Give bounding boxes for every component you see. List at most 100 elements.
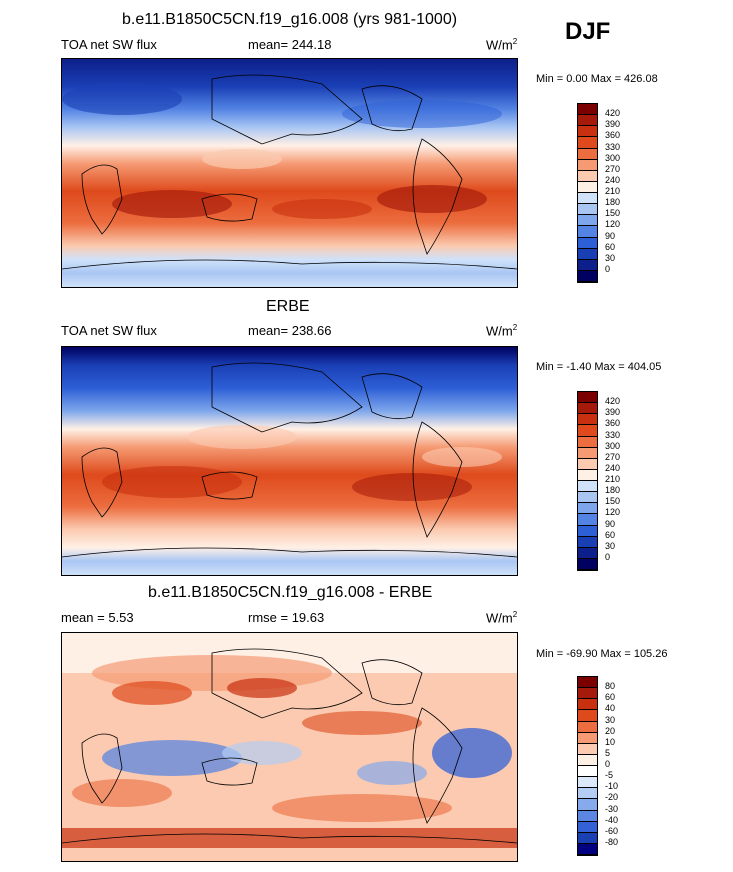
- panel-1-coastlines: [62, 74, 517, 270]
- colorbar-label: 30: [605, 540, 616, 551]
- colorbar-swatch: [578, 403, 597, 415]
- colorbar-swatch: [578, 525, 597, 537]
- panel-2-units: W/m2: [486, 323, 518, 339]
- panel-1-map-image: [62, 59, 517, 287]
- colorbar-swatch: [578, 843, 597, 855]
- colorbar-swatch: [578, 766, 597, 778]
- colorbar-swatch: [578, 237, 597, 249]
- colorbar-label: 420: [605, 108, 621, 119]
- panel-1-mean: mean= 244.18: [248, 37, 332, 52]
- panel-2-mean: mean= 238.66: [248, 323, 332, 338]
- colorbar-label: 210: [605, 186, 621, 196]
- colorbar-label: 180: [605, 485, 621, 496]
- colorbar-swatch: [578, 215, 597, 227]
- colorbar-label: 0: [605, 263, 611, 274]
- colorbar-label: 120: [605, 507, 621, 518]
- colorbar-label: 270: [605, 163, 621, 174]
- panel-2-title: ERBE: [266, 298, 310, 315]
- colorbar-label: 360: [605, 418, 621, 429]
- colorbar-label: -60: [605, 825, 619, 836]
- colorbar-swatch: [578, 170, 597, 182]
- colorbar-swatch: [578, 810, 597, 822]
- panel-3-title: b.e11.B1850C5CN.f19_g16.008 - ERBE: [148, 584, 433, 601]
- colorbar-label: 5: [605, 747, 611, 758]
- panel-1-colorbar-labels: 420 390 360 330 300 270 240 210 180 150 120 90 60 30 0: [605, 103, 635, 281]
- colorbar-label: 90: [605, 518, 616, 529]
- colorbar-label: 30: [605, 252, 616, 263]
- colorbar-swatch: [578, 193, 597, 205]
- colorbar-swatch: [578, 469, 597, 481]
- colorbar-swatch: [578, 732, 597, 744]
- panel-3-colorbar: [577, 676, 598, 856]
- panel-2-colorbar: [577, 391, 598, 571]
- colorbar-swatch: [578, 226, 597, 238]
- panel-2-map: [61, 346, 518, 576]
- colorbar-swatch: [578, 447, 597, 459]
- panel-3-colorbar-labels: 80 60 40 30 20 10 5 0 -5 -10 -20 -30 -40 -60 -80: [605, 676, 635, 854]
- colorbar-swatch: [578, 503, 597, 515]
- colorbar-swatch: [578, 688, 597, 700]
- colorbar-label: -5: [605, 770, 614, 781]
- colorbar-swatch: [578, 436, 597, 448]
- panel-3-units: W/m2: [486, 610, 518, 626]
- colorbar-label: 0: [605, 551, 611, 562]
- panel-3-map-image: [62, 633, 517, 861]
- colorbar-label: 40: [605, 703, 616, 714]
- panel-2-colorbar-labels: 420 390 360 330 300 270 240 210 180 150 120 90 60 30 0: [605, 391, 635, 569]
- colorbar-swatch: [578, 536, 597, 548]
- colorbar-label: 60: [605, 692, 616, 703]
- colorbar-swatch: [578, 458, 597, 470]
- colorbar-label: 90: [605, 230, 616, 241]
- colorbar-label: 210: [605, 474, 621, 484]
- colorbar-label: 10: [605, 736, 616, 747]
- panel-3-map: [61, 632, 518, 862]
- colorbar-swatch: [578, 547, 597, 559]
- colorbar-label: 390: [605, 119, 621, 130]
- panel-2-minmax: Min = -1.40 Max = 404.05: [536, 361, 662, 373]
- colorbar-swatch: [578, 832, 597, 844]
- colorbar-swatch: [578, 259, 597, 271]
- colorbar-label: -20: [605, 792, 619, 803]
- colorbar-swatch: [578, 788, 597, 800]
- colorbar-label: 150: [605, 496, 621, 507]
- colorbar-label: 300: [605, 440, 621, 451]
- colorbar-label: 300: [605, 152, 621, 163]
- colorbar-swatch: [578, 558, 597, 570]
- panel-2-variable: TOA net SW flux: [61, 323, 157, 338]
- colorbar-label: 180: [605, 197, 621, 208]
- colorbar-swatch: [578, 799, 597, 811]
- colorbar-label: 150: [605, 208, 621, 219]
- colorbar-label: -80: [605, 836, 619, 847]
- colorbar-swatch: [578, 821, 597, 833]
- colorbar-label: 330: [605, 429, 621, 440]
- colorbar-swatch: [578, 699, 597, 711]
- colorbar-label: -30: [605, 803, 619, 814]
- colorbar-swatch: [578, 181, 597, 193]
- panel-3-rmse: rmse = 19.63: [248, 610, 325, 625]
- colorbar-swatch: [578, 710, 597, 722]
- colorbar-label: 330: [605, 141, 621, 152]
- colorbar-swatch: [578, 754, 597, 766]
- colorbar-label: -10: [605, 781, 619, 792]
- colorbar-label: 360: [605, 130, 621, 141]
- panel-3-mean: mean = 5.53: [61, 610, 134, 625]
- colorbar-label: 60: [605, 529, 616, 540]
- colorbar-label: 30: [605, 714, 616, 725]
- colorbar-label: -40: [605, 814, 619, 825]
- colorbar-swatch: [578, 743, 597, 755]
- colorbar-label: 420: [605, 396, 621, 407]
- panel-2-map-image: [62, 347, 517, 575]
- panel-1-units: W/m2: [486, 37, 518, 53]
- colorbar-swatch: [578, 392, 597, 404]
- colorbar-swatch: [578, 148, 597, 160]
- colorbar-label: 240: [605, 462, 621, 473]
- colorbar-swatch: [578, 270, 597, 282]
- colorbar-label: 120: [605, 219, 621, 230]
- panel-1-colorbar: [577, 103, 598, 283]
- panel-1-title: b.e11.B1850C5CN.f19_g16.008 (yrs 981-100…: [122, 11, 458, 28]
- colorbar-swatch: [578, 204, 597, 216]
- colorbar-label: 240: [605, 174, 621, 185]
- panel-2-coastlines: [62, 362, 517, 558]
- panel-1-minmax: Min = 0.00 Max = 426.08: [536, 73, 658, 85]
- colorbar-swatch: [578, 104, 597, 116]
